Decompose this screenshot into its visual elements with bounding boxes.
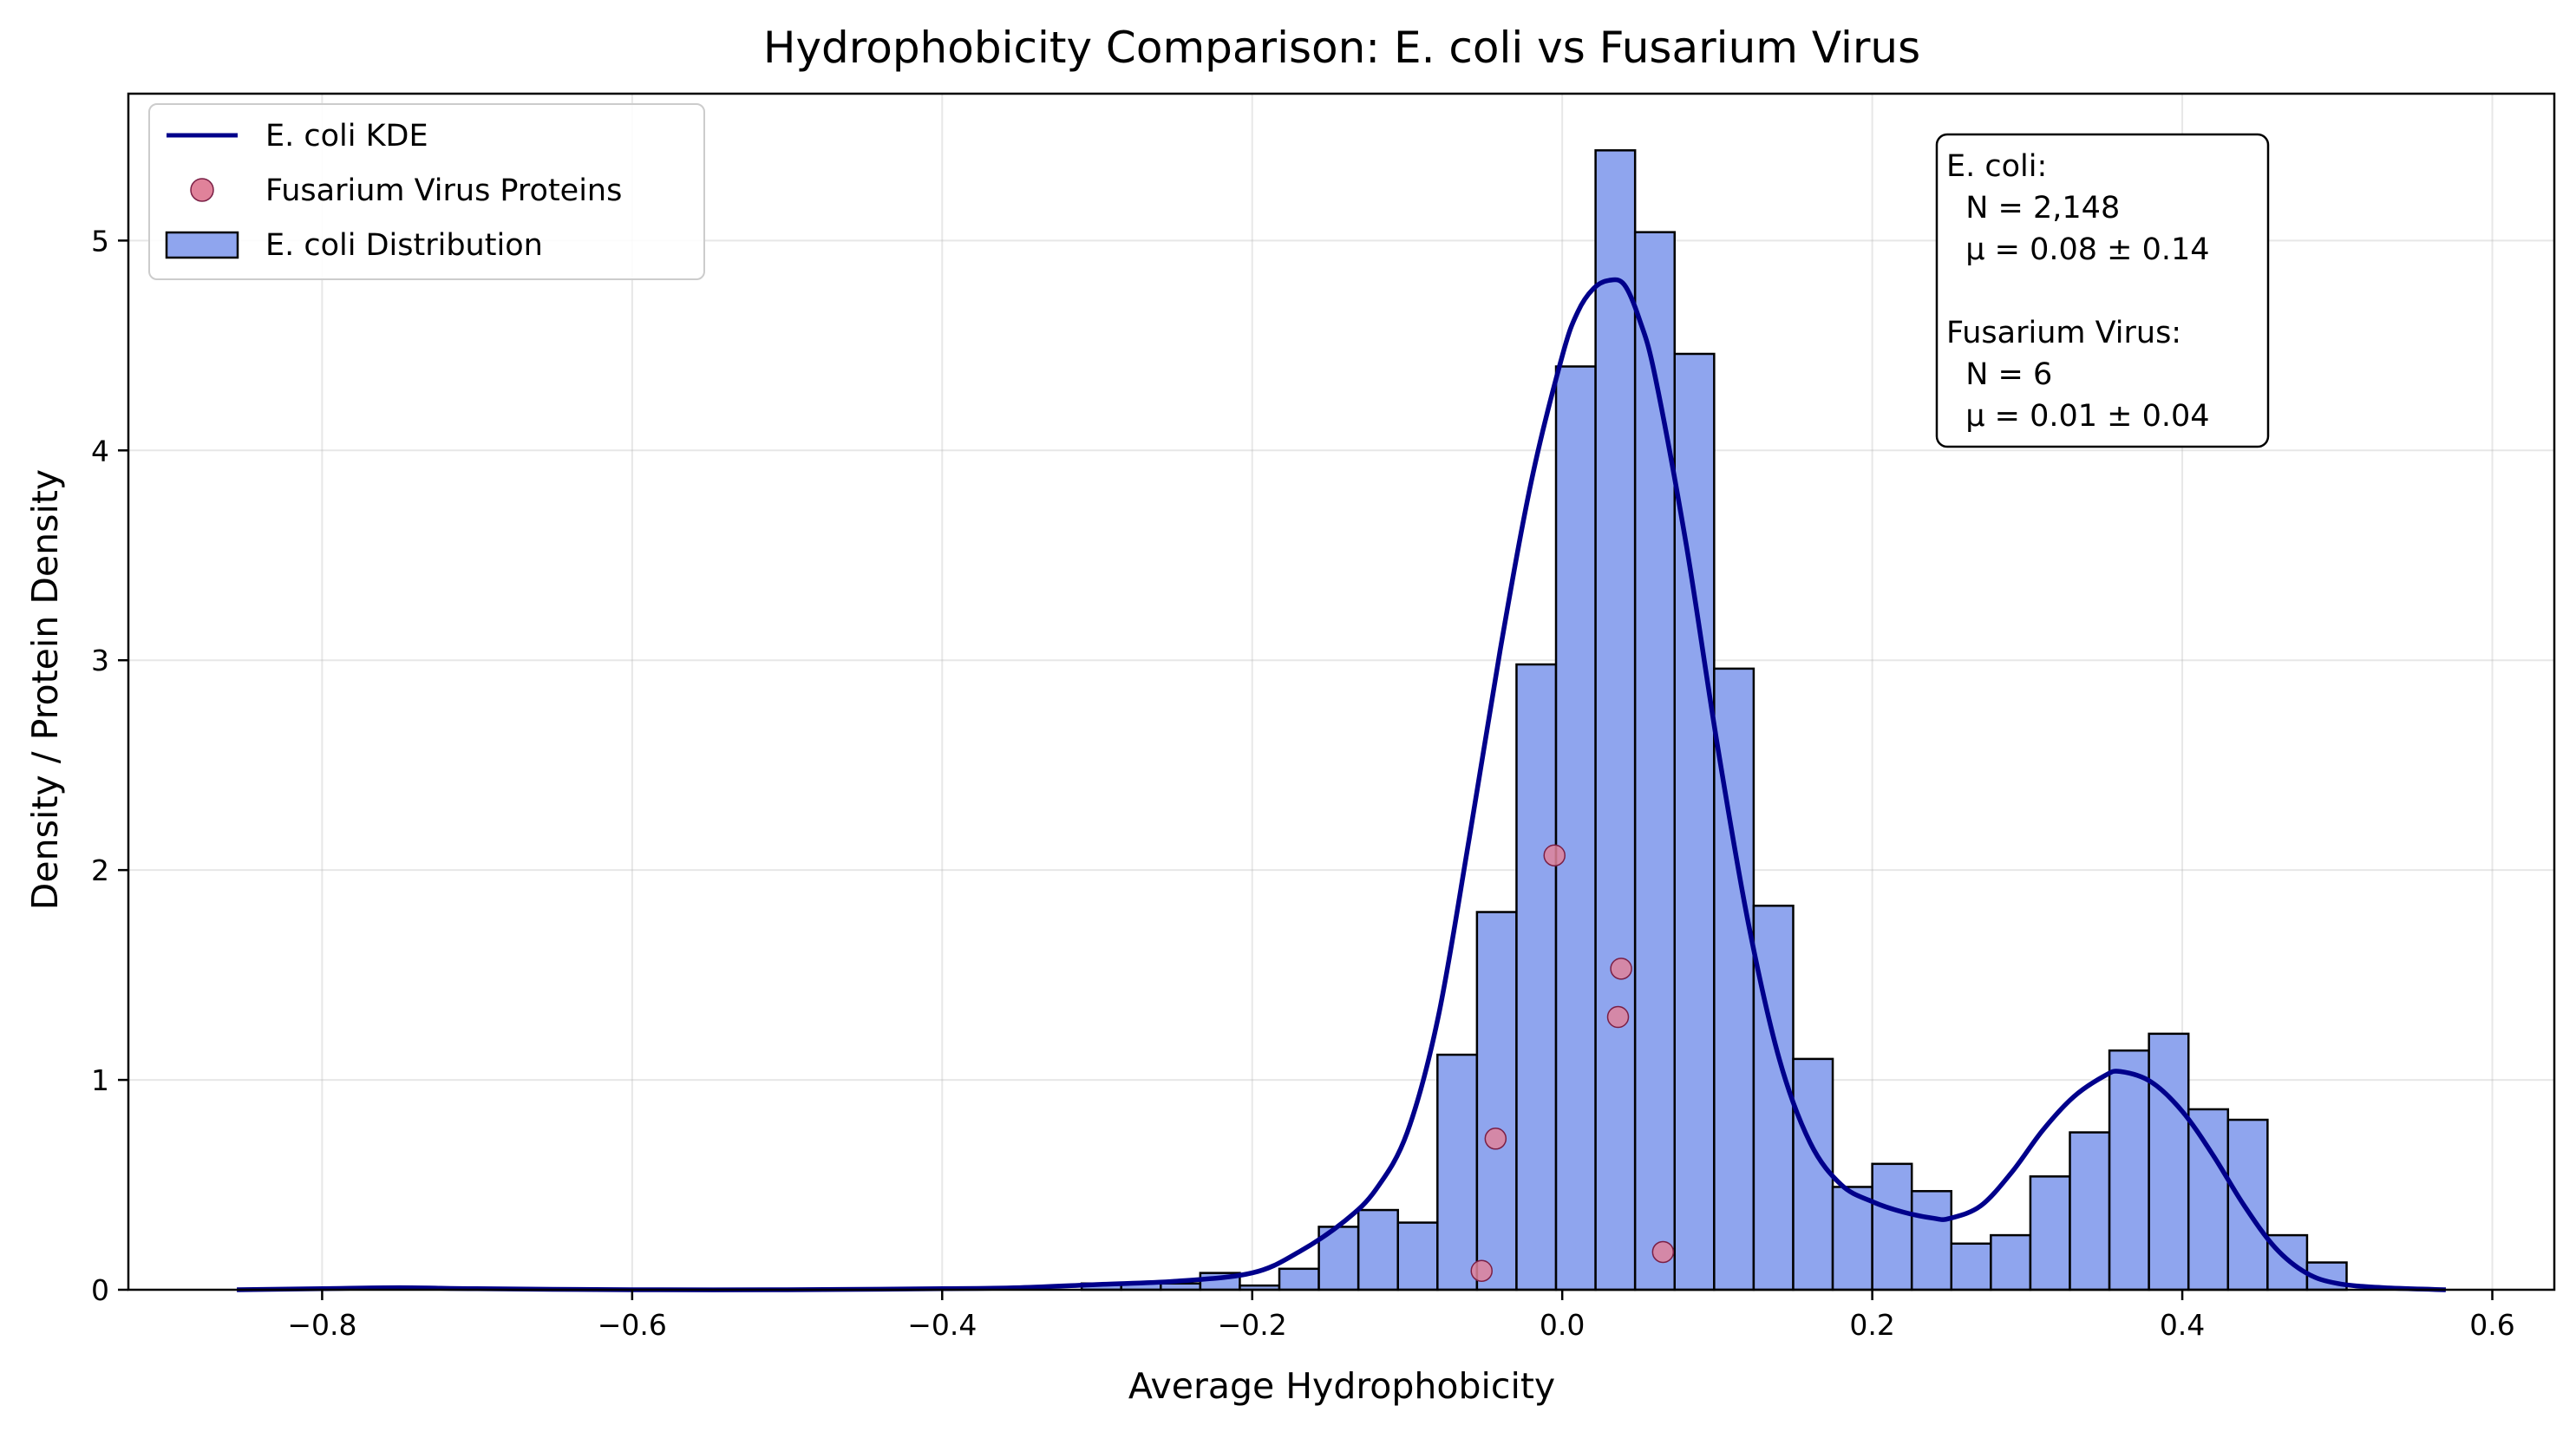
chart-title: Hydrophobicity Comparison: E. coli vs Fu… <box>763 23 1920 73</box>
hist-bar-22 <box>1950 1242 1992 1291</box>
x-tick-label-1: −0.6 <box>598 1308 667 1342</box>
scatter-point-0 <box>1543 844 1566 866</box>
scatter-point-5 <box>1470 1259 1493 1282</box>
hist-bar-11 <box>1515 663 1558 1291</box>
legend-scatter-swatch <box>190 178 214 202</box>
stats-line-ecoli-header: E. coli: <box>1946 149 2047 184</box>
hist-bar-10 <box>1475 911 1518 1291</box>
stats-line-ecoli-mean: μ = 0.08 ± 0.14 <box>1946 232 2210 267</box>
hist-bar-25 <box>2069 1131 2111 1291</box>
y-tick-label-5: 5 <box>91 224 109 258</box>
x-tick-label-5: 0.2 <box>1849 1308 1894 1342</box>
x-axis-ticks: −0.8 −0.6 −0.4 −0.2 0.0 0.2 0.4 0.6 <box>287 1290 2515 1342</box>
plot-frame <box>127 92 2556 1291</box>
x-tick-label-0: −0.8 <box>287 1308 356 1342</box>
hist-bar-5 <box>1278 1267 1320 1291</box>
y-tick-label-0: 0 <box>91 1273 109 1307</box>
hist-bar-24 <box>2029 1175 2071 1291</box>
hist-bar-20 <box>1871 1162 1913 1291</box>
y-axis-label: Density / Protein Density <box>24 469 66 910</box>
hist-bar-12 <box>1554 365 1597 1291</box>
hist-bar-23 <box>1990 1233 2032 1291</box>
legend-frame <box>148 103 705 280</box>
x-tick-label-6: 0.4 <box>2160 1308 2205 1342</box>
y-tick-label-2: 2 <box>91 853 109 887</box>
hist-bar-28 <box>2187 1108 2230 1291</box>
stats-line-virus-n: N = 6 <box>1946 357 2052 392</box>
hist-bar-13 <box>1594 149 1637 1291</box>
kde-curve <box>237 277 2446 1292</box>
hist-bar-18 <box>1792 1057 1834 1291</box>
x-tick-label-3: −0.2 <box>1218 1308 1287 1342</box>
hist-bar-15 <box>1673 352 1716 1291</box>
y-axis-ticks: 0 1 2 3 4 5 <box>91 224 128 1307</box>
hist-bar-8 <box>1396 1221 1439 1291</box>
x-tick-label-4: 0.0 <box>1540 1308 1585 1342</box>
legend: E. coli KDE Fusarium Virus Proteins E. c… <box>148 103 705 280</box>
stats-box-frame <box>1935 133 2270 448</box>
stats-line-ecoli-n: N = 2,148 <box>1946 191 2120 226</box>
scatter-point-4 <box>1651 1240 1675 1264</box>
hist-bar-7 <box>1357 1208 1399 1291</box>
legend-kde-label: E. coli KDE <box>265 119 428 154</box>
hist-bar-19 <box>1831 1186 1873 1291</box>
hist-bar-21 <box>1910 1190 1953 1291</box>
hist-bar-14 <box>1633 231 1677 1291</box>
legend-hist-swatch <box>165 231 239 259</box>
scatter-point-1 <box>1610 958 1632 980</box>
legend-scatter-label: Fusarium Virus Proteins <box>265 173 622 208</box>
y-tick-label-1: 1 <box>91 1063 109 1097</box>
hist-bar-29 <box>2226 1118 2269 1291</box>
stats-line-virus-mean: μ = 0.01 ± 0.04 <box>1946 399 2210 434</box>
scatter-point-3 <box>1484 1128 1507 1150</box>
kde-curve-group <box>237 277 2446 1292</box>
stats-box: E. coli: N = 2,148 μ = 0.08 ± 0.14 Fusar… <box>1935 133 2270 448</box>
x-tick-label-7: 0.6 <box>2469 1308 2514 1342</box>
hist-bar-9 <box>1436 1053 1479 1291</box>
scatter-points <box>1470 844 1675 1282</box>
x-axis-label: Average Hydrophobicity <box>1128 1365 1555 1407</box>
hist-bar-27 <box>2148 1032 2190 1291</box>
stats-line-virus-header: Fusarium Virus: <box>1946 316 2181 350</box>
hist-bar-17 <box>1752 905 1795 1291</box>
y-tick-label-4: 4 <box>91 434 109 468</box>
hist-bar-26 <box>2108 1049 2150 1291</box>
x-tick-label-2: −0.4 <box>907 1308 977 1342</box>
legend-hist-label: E. coli Distribution <box>265 228 543 263</box>
y-tick-label-3: 3 <box>91 644 109 677</box>
scatter-point-2 <box>1606 1005 1630 1029</box>
